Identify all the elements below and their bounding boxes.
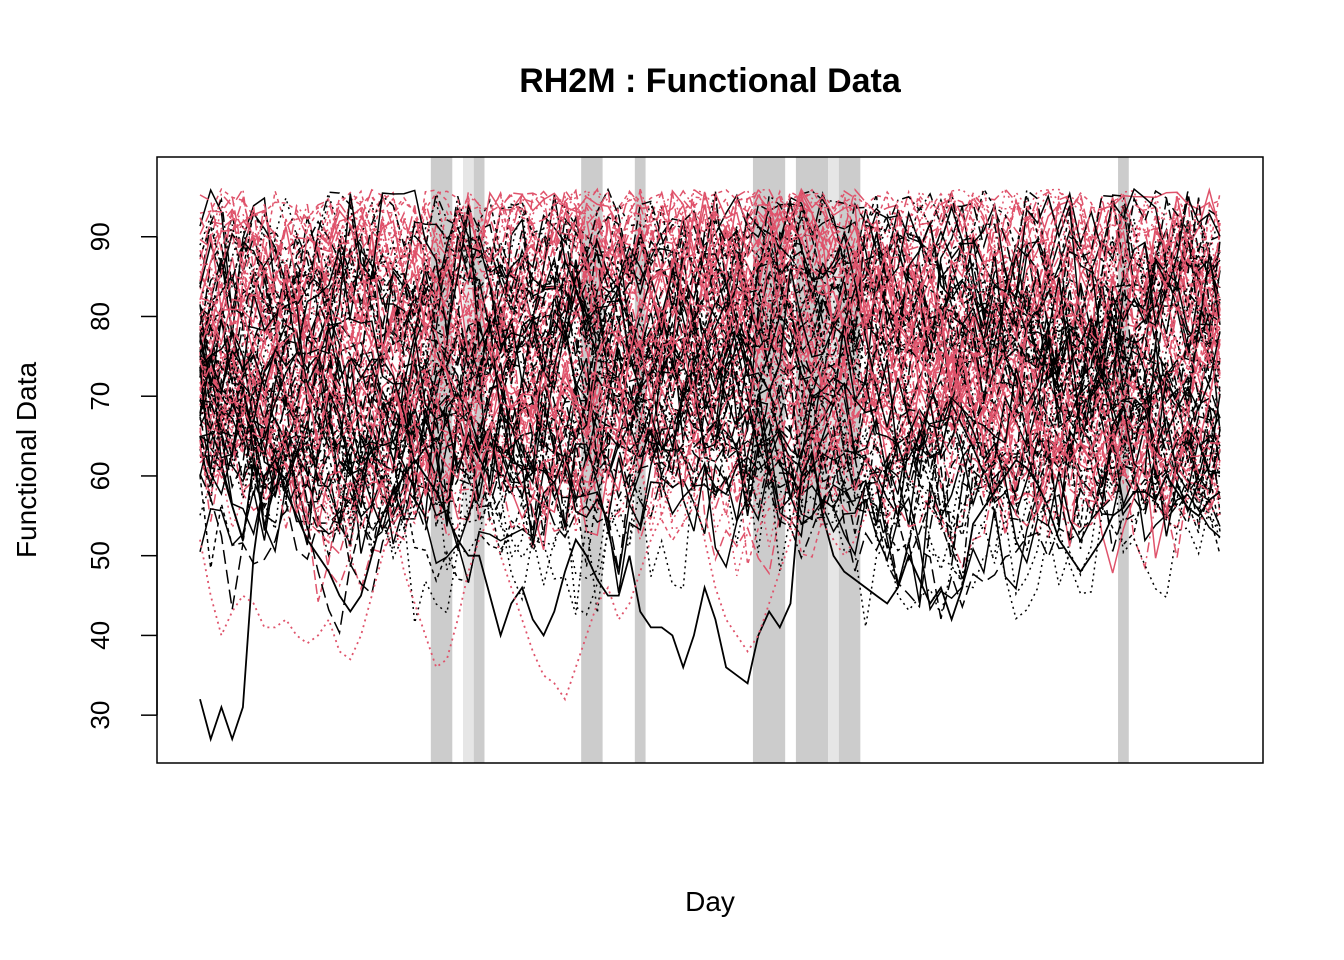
series-line-black	[199, 247, 1221, 575]
x-axis-label: Day	[685, 886, 735, 917]
shaded-region	[634, 157, 646, 763]
y-axis: 30 40 50 60 70 80 90	[85, 222, 158, 730]
series-line-black	[199, 217, 1221, 490]
y-tick-label: 60	[85, 461, 115, 490]
series-line-red	[199, 188, 1221, 515]
series-line-red	[199, 194, 1221, 529]
series-line-red	[199, 200, 1221, 509]
y-axis-label: Functional Data	[11, 362, 42, 559]
series-line-red	[199, 212, 1221, 475]
series-line-black	[199, 251, 1221, 602]
series-line-red	[199, 190, 1221, 565]
series-line-black	[199, 256, 1221, 571]
series-line-black	[199, 194, 1221, 504]
chart-title: RH2M : Functional Data	[519, 62, 902, 100]
series-line-black	[199, 253, 1221, 594]
series-line-black	[199, 262, 1221, 494]
series-line-red	[199, 220, 1221, 577]
series-line-red	[199, 187, 1221, 495]
series-line-black	[199, 201, 1221, 616]
series-line-black	[199, 194, 1221, 537]
series-line-black	[199, 281, 1221, 620]
y-tick-label: 90	[85, 222, 115, 251]
series-line-red	[199, 240, 1221, 549]
series-line-black	[199, 202, 1221, 511]
series-line-black	[199, 236, 1221, 556]
series-line-red	[199, 188, 1221, 411]
highlighted-series-line	[199, 448, 1221, 743]
series-line-red	[199, 187, 1221, 504]
highlighted-series-line	[199, 442, 1221, 702]
series-line-black	[199, 193, 1221, 502]
series-line-black	[199, 239, 1221, 579]
series-line-red	[199, 190, 1221, 576]
series-line-red	[199, 188, 1221, 524]
shaded-region	[463, 157, 474, 763]
series-line-black	[199, 189, 1221, 529]
series-line-black	[199, 230, 1221, 503]
y-tick-label: 70	[85, 382, 115, 411]
y-tick-label: 80	[85, 302, 115, 331]
y-tick-label: 40	[85, 621, 115, 650]
series-line-black	[199, 240, 1221, 636]
series-line-red	[199, 226, 1221, 445]
series-line-red	[199, 231, 1221, 509]
series-line-red	[199, 205, 1221, 531]
series-line-black	[199, 196, 1221, 550]
series-line-red	[199, 209, 1221, 471]
series-line-red	[199, 210, 1221, 602]
series-line-red	[199, 191, 1221, 527]
series-line-black	[199, 241, 1221, 532]
series-line-red	[199, 188, 1221, 532]
series-line-red	[199, 190, 1221, 520]
series-line-red	[199, 190, 1221, 494]
series-line-red	[199, 188, 1221, 592]
series-line-black	[199, 191, 1221, 587]
series-line-black	[199, 187, 1221, 512]
y-tick-label: 30	[85, 701, 115, 730]
curves-layer	[199, 187, 1221, 743]
series-line-black	[199, 193, 1221, 563]
series-line-red	[199, 194, 1221, 485]
y-tick-label: 50	[85, 541, 115, 570]
